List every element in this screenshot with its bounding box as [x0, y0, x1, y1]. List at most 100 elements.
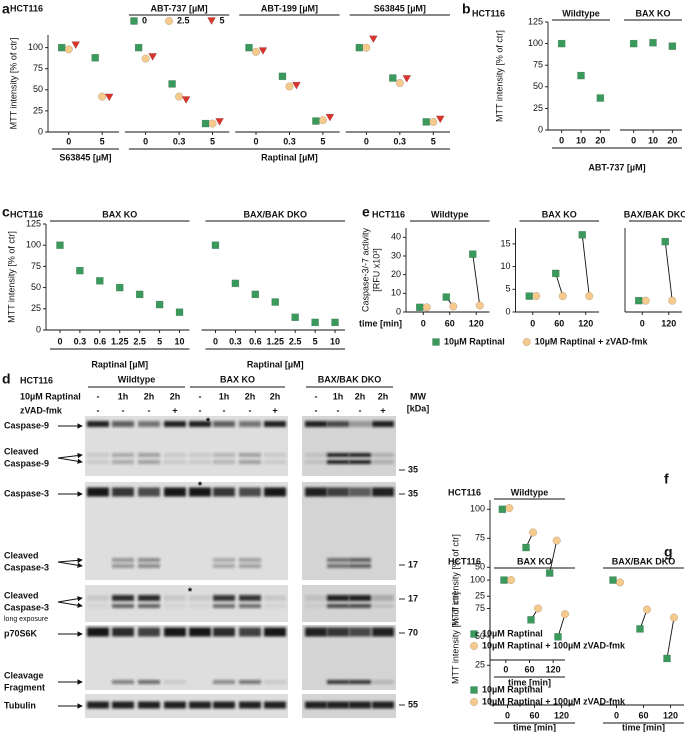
x-tick-label: 0.3 — [173, 136, 186, 146]
x-axis-label: time [min] — [359, 318, 402, 328]
data-point — [168, 80, 176, 88]
blot-band — [213, 460, 235, 464]
data-point — [271, 298, 279, 306]
y-tick-label: 15 — [500, 238, 510, 248]
data-point — [615, 578, 625, 587]
blot-band — [349, 701, 371, 709]
blot-band — [87, 595, 109, 601]
y-tick-label: 75 — [475, 533, 485, 543]
blot-band — [112, 558, 134, 562]
blot-band — [112, 421, 134, 427]
legend-marker — [469, 697, 479, 707]
blot-band — [112, 701, 134, 709]
x-tick-label: 120 — [663, 710, 678, 720]
legend-marker — [470, 686, 478, 694]
panel-letter: e — [362, 204, 370, 220]
x-tick-label: 120 — [578, 318, 593, 328]
data-point — [71, 41, 81, 50]
lane-label: - — [223, 405, 226, 415]
x-tick-label: 0 — [253, 136, 258, 146]
mw-label: 55 — [408, 699, 418, 709]
blot-band — [305, 701, 327, 709]
blot-band — [349, 558, 371, 562]
band-label: Caspase-3 — [4, 488, 49, 498]
legend-label: 10µM Raptinal — [482, 628, 543, 638]
band-label: Caspase-3 — [4, 562, 49, 572]
blot-band — [305, 595, 327, 601]
x-tick-label: 0 — [640, 318, 645, 328]
cell-line: HCT116 — [472, 8, 505, 18]
blot-band — [189, 627, 211, 637]
group-header: BAX/BAK DKO — [624, 209, 685, 219]
lane-label: 2h — [245, 391, 256, 401]
x-tick-label: 0 — [559, 135, 564, 145]
data-point — [532, 292, 541, 301]
blot-band — [327, 604, 349, 608]
blot-band — [213, 680, 235, 684]
y-tick-label: 50 — [533, 81, 543, 91]
blot-band — [87, 701, 109, 709]
blot-band — [164, 460, 186, 464]
data-point — [278, 72, 287, 81]
data-point — [116, 283, 124, 292]
x-tick-label: 120 — [546, 664, 561, 674]
data-point — [395, 79, 404, 88]
group-header: Wildtype — [118, 374, 155, 384]
x-tick-label: 120 — [661, 318, 676, 328]
x-tick-label: 0 — [364, 136, 369, 146]
panel-letter: g — [664, 544, 673, 560]
blot-band — [264, 595, 286, 601]
band-label: Cleaved — [4, 446, 39, 456]
legend-label: 0 — [142, 15, 147, 25]
y-tick-label: 50 — [475, 562, 485, 572]
data-point — [175, 92, 184, 101]
x-tick-label: 0 — [66, 136, 71, 146]
y-tick-label: 75 — [33, 63, 43, 73]
x-axis-label: ABT-737 [µM] — [588, 162, 645, 172]
blot-band — [372, 627, 394, 637]
legend-label: 10µM Raptinal — [444, 336, 505, 346]
y-tick-label: 20 — [391, 269, 401, 279]
cell-line: HCT116 — [372, 209, 405, 219]
blot-band — [349, 680, 371, 684]
x-tick-label: 0 — [421, 318, 426, 328]
x-tick-label: 0 — [530, 318, 535, 328]
blot-band — [189, 453, 211, 457]
data-point — [642, 605, 652, 614]
group-header: BAX/BAK DKO — [612, 556, 676, 566]
x-tick-label: 20 — [595, 135, 605, 145]
blot-band — [327, 421, 349, 427]
data-point — [578, 231, 586, 239]
data-point — [560, 610, 570, 619]
lane-label: - — [315, 391, 318, 401]
group-header: BAX KO — [635, 8, 670, 18]
lane-label: 2h — [378, 391, 389, 401]
blot-band — [189, 604, 211, 608]
x-axis-label: Raptinal [µM] — [91, 359, 148, 369]
blot-band — [327, 627, 349, 637]
lane-label: 2h — [270, 391, 281, 401]
data-point — [528, 528, 538, 537]
data-point — [557, 39, 566, 48]
blot-band — [372, 701, 394, 709]
band-label: Cleaved — [4, 550, 39, 560]
blot-band — [213, 421, 235, 427]
y-tick-label: 75 — [31, 261, 41, 271]
x-tick-label: 0.6 — [249, 336, 262, 346]
data-point — [141, 54, 150, 63]
blot-band — [305, 487, 327, 497]
blot-band — [87, 421, 109, 427]
blot-band — [112, 453, 134, 457]
y-tick-label: 25 — [475, 660, 485, 670]
data-point — [577, 71, 585, 80]
x-axis-label: time [min] — [622, 722, 665, 732]
blot-band — [213, 564, 235, 568]
x-tick-label: 10 — [648, 135, 658, 145]
blot-band — [349, 453, 371, 457]
blot-band — [305, 421, 327, 427]
treatment-label: zVAD-fmk — [20, 405, 63, 415]
blot-band — [87, 604, 109, 608]
data-point — [663, 654, 671, 663]
panel-letter: f — [664, 471, 669, 487]
x-tick-label: 0.3 — [394, 136, 407, 146]
